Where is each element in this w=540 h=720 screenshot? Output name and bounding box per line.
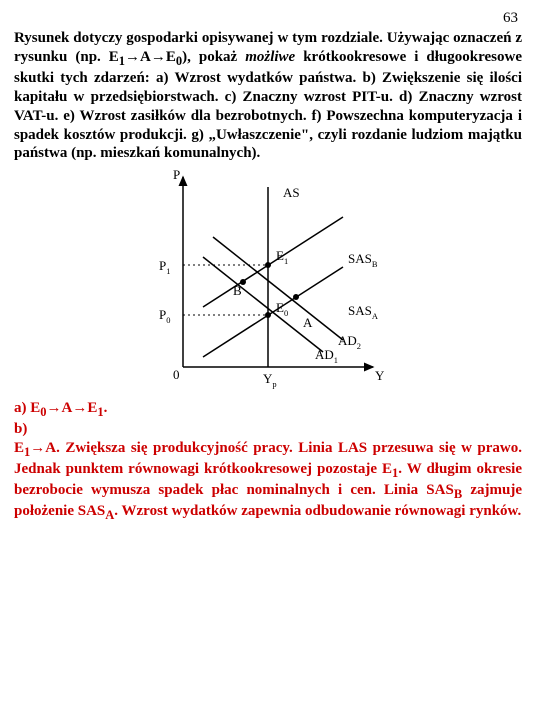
para-tail: krótkookresowe i długookresowe skutki ty… xyxy=(14,49,522,162)
svg-text:P0: P0 xyxy=(159,307,170,325)
answer-block: a) E0→A→E1. b) E1→A. Zwiększa się produk… xyxy=(14,399,522,523)
ans-sasa-sub: A xyxy=(105,508,114,522)
ans-l2-tail: . Wzrost wydatków zapewnia odbudowanie r… xyxy=(114,503,521,519)
chart-container: ASSASASASBAD1AD2E0E1ABPY0P0P1Yp xyxy=(14,167,522,397)
svg-text:SASB: SASB xyxy=(348,251,378,269)
question-paragraph: Rysunek dotyczy gospodarki opisywanej w … xyxy=(14,29,522,163)
para-arrow1: →A→E xyxy=(125,49,176,65)
ans-a-dot: . xyxy=(104,400,108,416)
ans-a-mid1: →A→E xyxy=(47,400,98,416)
svg-text:0: 0 xyxy=(173,367,180,382)
page-number: 63 xyxy=(14,10,518,27)
svg-text:A: A xyxy=(303,315,313,330)
svg-text:B: B xyxy=(233,283,242,298)
para-after: ), pokaż xyxy=(182,49,245,65)
svg-text:AD1: AD1 xyxy=(315,347,338,365)
para-mozliwe: możliwe xyxy=(245,49,295,65)
svg-text:Y: Y xyxy=(375,368,385,383)
ans-l1-pre: E xyxy=(14,440,24,456)
svg-text:P: P xyxy=(173,167,180,182)
svg-text:P1: P1 xyxy=(159,258,170,276)
para-lead: Rysun xyxy=(14,30,54,46)
svg-text:SASA: SASA xyxy=(348,303,379,321)
ans-a-prefix: a) E xyxy=(14,400,40,416)
ans-b: b) xyxy=(14,421,27,437)
svg-text:Yp: Yp xyxy=(263,371,277,389)
ans-sasb-sub: B xyxy=(454,487,462,501)
svg-text:AS: AS xyxy=(283,185,300,200)
svg-text:E1: E1 xyxy=(276,248,288,266)
svg-text:AD2: AD2 xyxy=(338,333,361,351)
asad-chart: ASSASASASBAD1AD2E0E1ABPY0P0P1Yp xyxy=(143,167,393,397)
